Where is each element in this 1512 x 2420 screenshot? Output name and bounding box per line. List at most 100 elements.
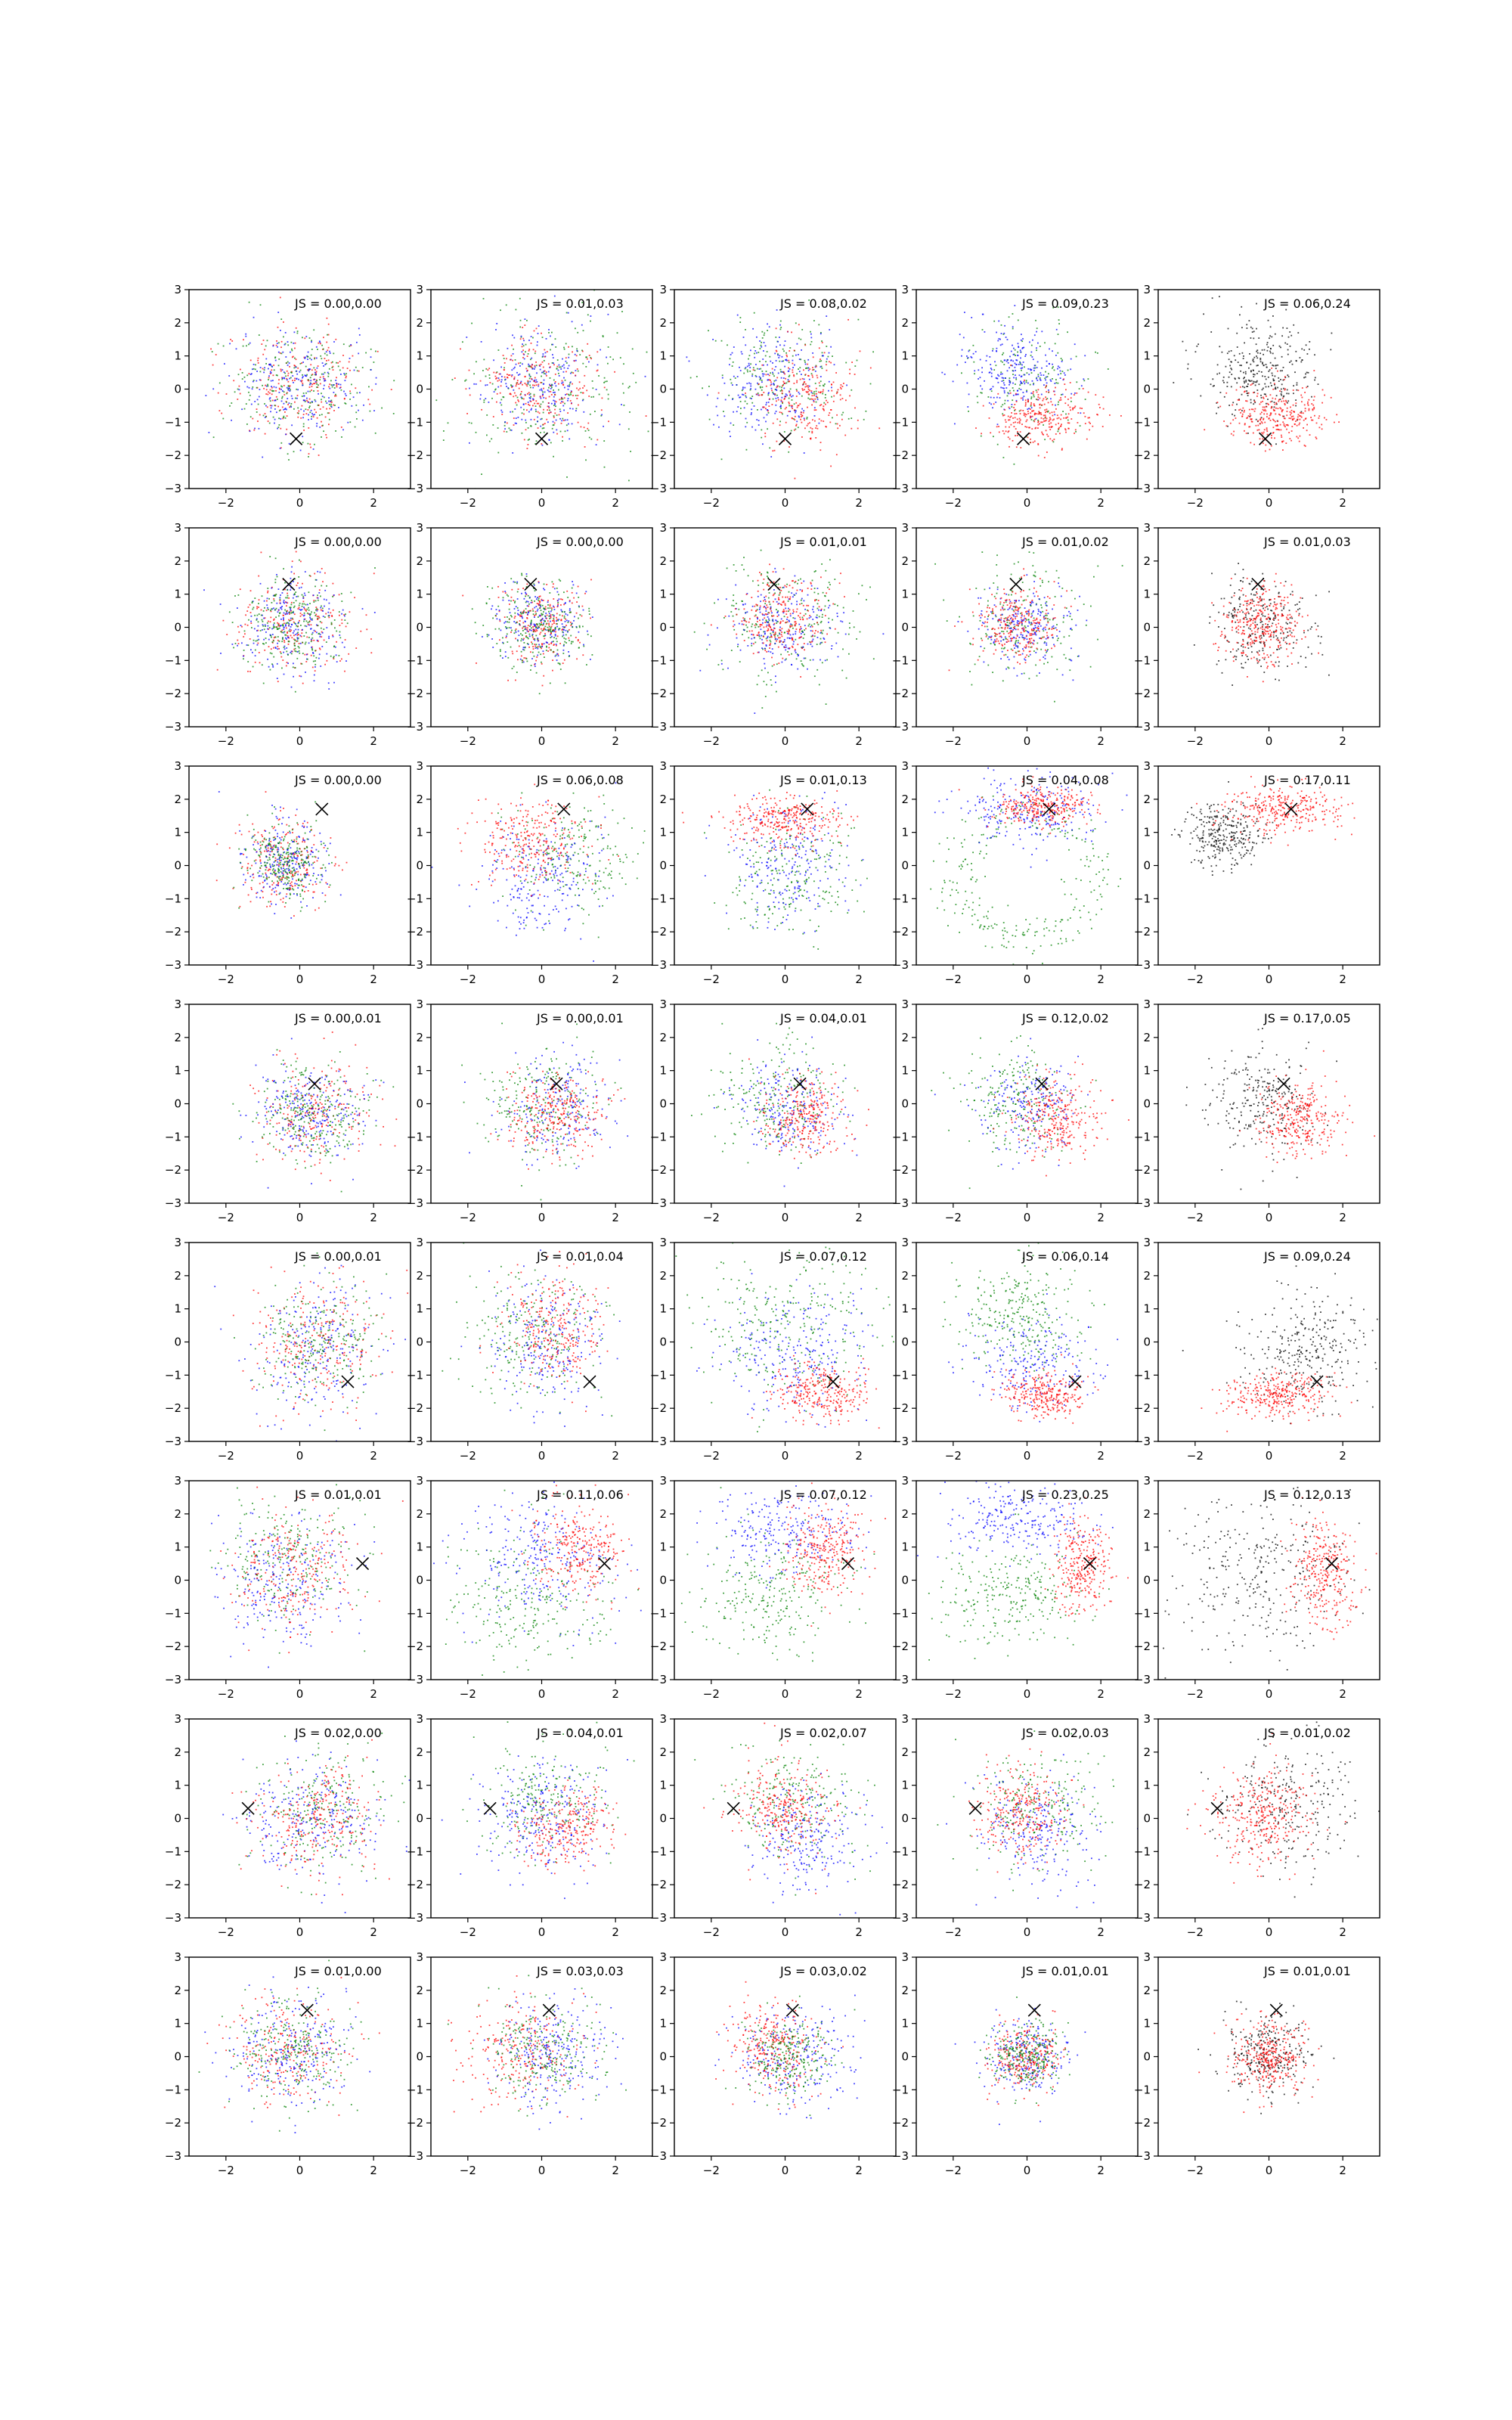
scatter-point-blue [274,408,276,410]
scatter-point-red [789,395,791,396]
scatter-point-green [793,418,795,420]
scatter-point-black [1256,349,1259,352]
scatter-point-red [290,610,292,612]
scatter-point-green [277,365,280,367]
scatter-point-red [309,576,311,577]
scatter-point-red [538,646,539,648]
scatter-point-red [256,408,258,410]
scatter-point-black [1282,379,1284,381]
scatter-point-blue [285,433,287,436]
scatter-point-black [1236,382,1238,384]
scatter-point-red [308,427,310,429]
scatter-point-red [1009,426,1010,428]
scatter-point-blue [553,614,555,616]
scatter-point-green [369,410,371,412]
scatter-point-blue [1031,380,1033,382]
scatter-point-green [689,377,692,379]
scatter-point-green [488,440,491,442]
scatter-point-red [522,611,524,613]
scatter-point-blue [272,664,274,666]
scatter-point-green [502,597,504,599]
scatter-point-black [1235,378,1236,380]
scatter-point-red [1020,447,1022,448]
scatter-point-blue [978,378,979,380]
scatter-point-green [820,360,823,362]
scatter-point-blue [1016,393,1018,396]
scatter-point-green [278,358,280,360]
scatter-point-red [850,427,853,430]
scatter-point-red [518,645,520,647]
scatter-point-blue [1009,380,1011,381]
y-tick-label: 2 [901,316,909,330]
scatter-point-blue [293,594,295,596]
scatter-point-red [1266,416,1268,417]
scatter-point-red [308,453,310,455]
scatter-point-blue [564,386,565,389]
scatter-point-green [1052,378,1053,380]
scatter-point-green [283,417,284,418]
scatter-point-green [273,627,274,629]
scatter-point-green [1052,441,1055,443]
scatter-point-red [1067,427,1070,430]
scatter-point-red [1304,445,1306,447]
scatter-point-red [524,383,526,384]
scatter-point-green [514,359,516,361]
scatter-point-green [494,389,496,391]
scatter-point-red [300,560,302,563]
scatter-point-red [237,625,239,628]
scatter-point-blue [341,641,343,644]
scatter-point-red [267,393,269,396]
scatter-point-black [1213,385,1215,386]
scatter-point-red [1285,399,1287,402]
scatter-point-red [281,629,284,631]
scatter-point-green [324,371,326,374]
scatter-point-red [792,405,793,407]
scatter-point-red [1058,422,1059,424]
scatter-point-blue [754,356,756,358]
scatter-point-blue [766,402,767,404]
scatter-point-red [1074,407,1076,408]
scatter-point-black [1280,388,1282,390]
scatter-point-red [548,644,550,645]
scatter-point-green [551,331,553,334]
scatter-point-red [1008,430,1010,432]
scatter-point-green [294,357,296,359]
scatter-point-blue [997,374,999,376]
scatter-point-green [714,340,717,342]
scatter-point-red [1024,415,1027,417]
scatter-point-red [802,411,804,414]
scatter-point-blue [537,638,539,639]
scatter-point-black [1275,368,1277,370]
scatter-point-red [548,624,550,626]
scatter-point-green [270,610,271,612]
scatter-point-red [328,412,330,414]
scatter-point-black [1223,396,1225,398]
scatter-point-blue [565,602,566,603]
scatter-point-red [1060,418,1061,420]
scatter-point-green [499,649,501,651]
scatter-point-red [311,389,312,391]
scatter-point-blue [541,444,544,446]
scatter-point-blue [1001,377,1003,379]
scatter-point-red [390,389,392,390]
scatter-point-blue [253,316,255,318]
scatter-point-blue [510,430,513,431]
scatter-point-red [1233,430,1235,433]
scatter-point-red [1245,433,1247,434]
scatter-point-red [284,622,285,625]
scatter-point-green [607,362,609,365]
scatter-point-red [1060,399,1062,401]
scatter-point-green [1061,359,1063,361]
scatter-point-blue [361,419,364,421]
scatter-point-blue [280,607,281,609]
scatter-point-black [1307,371,1309,374]
scatter-point-red [277,383,280,385]
scatter-point-black [1226,381,1228,383]
scatter-point-red [1046,408,1048,411]
scatter-point-blue [967,357,969,358]
y-tick-label: −3 [650,482,667,495]
scatter-point-red [544,349,546,351]
scatter-point-black [1250,371,1252,373]
scatter-point-red [280,427,282,430]
scatter-point-red [324,378,326,380]
